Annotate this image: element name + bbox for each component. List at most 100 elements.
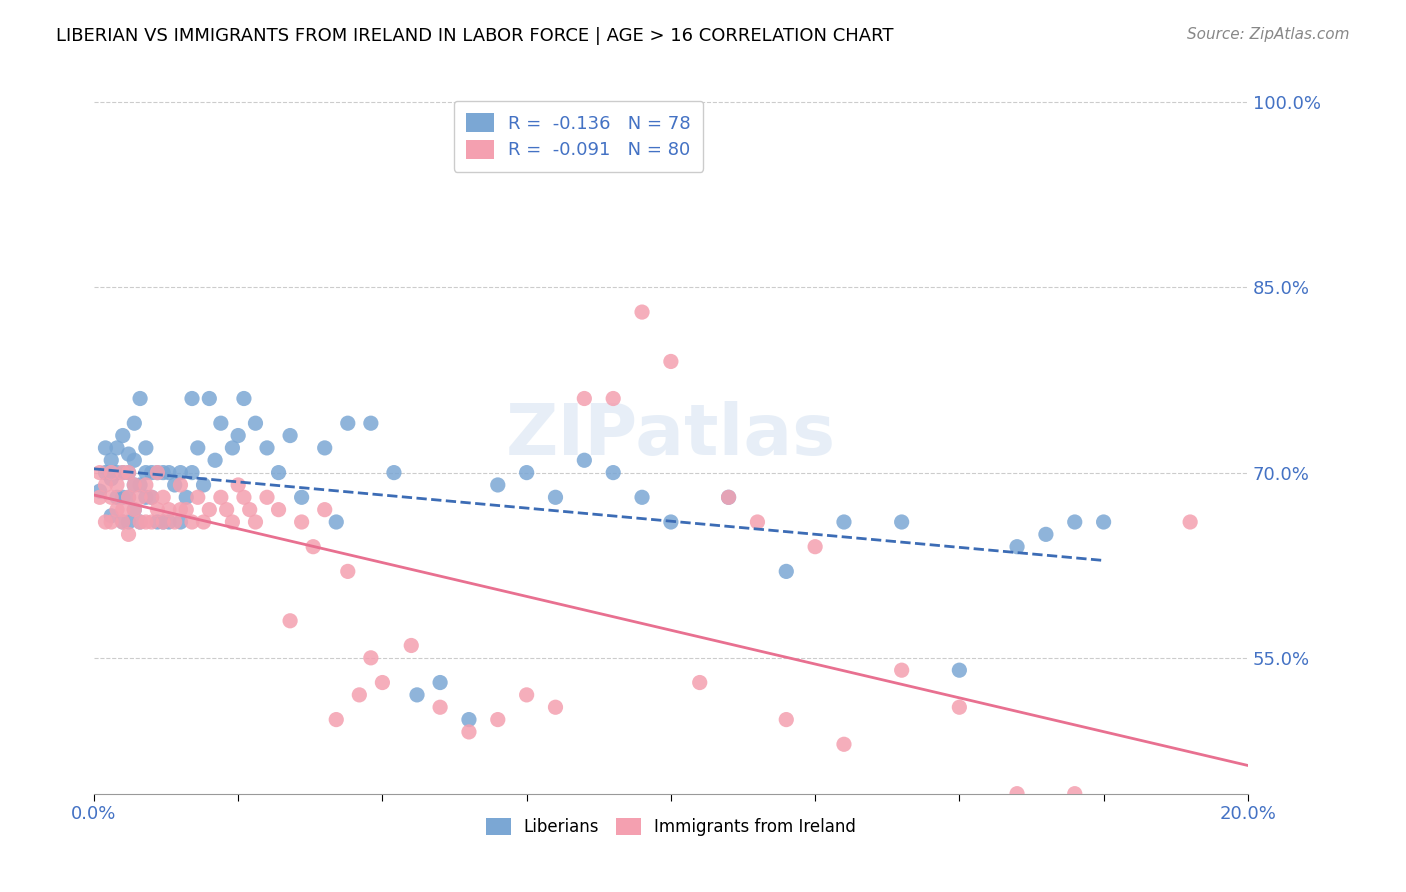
Point bbox=[146, 515, 169, 529]
Point bbox=[152, 515, 174, 529]
Point bbox=[948, 700, 970, 714]
Point bbox=[174, 491, 197, 505]
Point bbox=[360, 650, 382, 665]
Point bbox=[226, 478, 249, 492]
Point bbox=[775, 713, 797, 727]
Point bbox=[336, 565, 359, 579]
Point bbox=[302, 540, 325, 554]
Point bbox=[117, 527, 139, 541]
Point bbox=[100, 508, 122, 523]
Point bbox=[169, 466, 191, 480]
Point bbox=[232, 491, 254, 505]
Point bbox=[221, 515, 243, 529]
Point bbox=[458, 713, 481, 727]
Point bbox=[977, 799, 1000, 814]
Point bbox=[659, 354, 682, 368]
Point bbox=[314, 502, 336, 516]
Point bbox=[209, 491, 232, 505]
Point bbox=[105, 502, 128, 516]
Point bbox=[198, 392, 221, 406]
Point bbox=[135, 441, 157, 455]
Point bbox=[458, 725, 481, 739]
Point bbox=[111, 466, 134, 480]
Point bbox=[181, 515, 204, 529]
Legend: R =  -0.136   N = 78, R =  -0.091   N = 80: R = -0.136 N = 78, R = -0.091 N = 80 bbox=[454, 101, 703, 172]
Point bbox=[429, 675, 451, 690]
Point bbox=[129, 392, 152, 406]
Point bbox=[226, 428, 249, 442]
Point bbox=[94, 515, 117, 529]
Point bbox=[129, 515, 152, 529]
Point bbox=[94, 466, 117, 480]
Point bbox=[832, 515, 855, 529]
Point bbox=[124, 416, 146, 430]
Point bbox=[775, 565, 797, 579]
Point bbox=[325, 713, 347, 727]
Point bbox=[574, 392, 596, 406]
Point bbox=[105, 466, 128, 480]
Point bbox=[105, 491, 128, 505]
Point bbox=[105, 478, 128, 492]
Point bbox=[146, 502, 169, 516]
Point bbox=[100, 472, 122, 486]
Point bbox=[371, 675, 394, 690]
Point bbox=[169, 502, 191, 516]
Point bbox=[631, 491, 654, 505]
Point bbox=[124, 478, 146, 492]
Point bbox=[544, 700, 567, 714]
Point bbox=[100, 453, 122, 467]
Point bbox=[516, 466, 538, 480]
Point bbox=[100, 491, 122, 505]
Point bbox=[141, 466, 163, 480]
Point bbox=[163, 478, 186, 492]
Point bbox=[717, 491, 740, 505]
Point bbox=[111, 502, 134, 516]
Point bbox=[232, 392, 254, 406]
Point bbox=[152, 491, 174, 505]
Point bbox=[486, 713, 509, 727]
Point bbox=[124, 502, 146, 516]
Point bbox=[406, 688, 429, 702]
Point bbox=[602, 466, 624, 480]
Point bbox=[181, 466, 204, 480]
Point bbox=[141, 491, 163, 505]
Point bbox=[181, 392, 204, 406]
Point bbox=[141, 491, 163, 505]
Point bbox=[278, 428, 301, 442]
Text: Source: ZipAtlas.com: Source: ZipAtlas.com bbox=[1187, 27, 1350, 42]
Point bbox=[1063, 787, 1085, 801]
Point bbox=[89, 491, 111, 505]
Point bbox=[141, 515, 163, 529]
Point bbox=[336, 416, 359, 430]
Point bbox=[221, 441, 243, 455]
Point bbox=[152, 466, 174, 480]
Point bbox=[1005, 540, 1028, 554]
Point bbox=[135, 466, 157, 480]
Point bbox=[117, 515, 139, 529]
Point bbox=[163, 515, 186, 529]
Point bbox=[117, 466, 139, 480]
Point bbox=[94, 478, 117, 492]
Point bbox=[1150, 811, 1173, 825]
Point bbox=[1035, 527, 1057, 541]
Point bbox=[169, 478, 191, 492]
Point bbox=[890, 663, 912, 677]
Point bbox=[146, 466, 169, 480]
Point bbox=[89, 484, 111, 499]
Point bbox=[129, 515, 152, 529]
Point bbox=[111, 515, 134, 529]
Point bbox=[890, 515, 912, 529]
Point bbox=[152, 515, 174, 529]
Point bbox=[187, 491, 209, 505]
Point bbox=[193, 515, 215, 529]
Point bbox=[291, 491, 314, 505]
Point bbox=[100, 515, 122, 529]
Point bbox=[157, 515, 180, 529]
Point bbox=[1178, 515, 1201, 529]
Point bbox=[325, 515, 347, 529]
Point bbox=[291, 515, 314, 529]
Point bbox=[314, 441, 336, 455]
Point bbox=[631, 305, 654, 319]
Point bbox=[117, 447, 139, 461]
Point bbox=[1121, 811, 1143, 825]
